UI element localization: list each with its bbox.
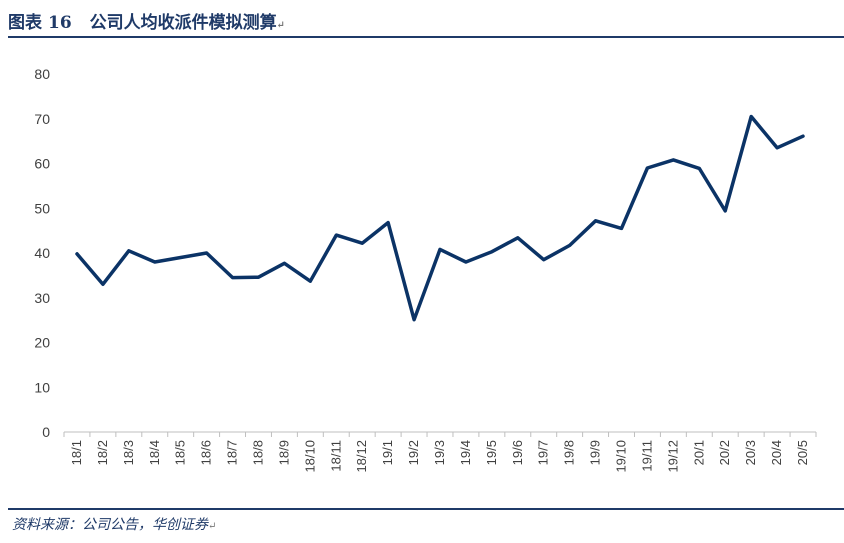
y-tick-label: 30 (34, 290, 50, 306)
y-tick-label: 60 (34, 156, 50, 172)
series-line (75, 114, 805, 322)
figure-title: 公司人均收派件模拟测算 (89, 13, 277, 33)
x-tick-label: 19/12 (665, 440, 680, 473)
x-tick-label: 19/7 (536, 440, 551, 465)
x-tick-label: 18/8 (250, 440, 265, 465)
y-tick-label: 20 (34, 335, 50, 351)
return-mark-icon: ↵ (208, 521, 217, 532)
y-tick-label: 70 (34, 111, 50, 127)
x-tick-label: 19/8 (562, 440, 577, 465)
figure-label: 图表 (8, 13, 42, 33)
x-tick-label: 18/7 (225, 440, 240, 465)
header-rule (8, 36, 844, 38)
source-text: 资料来源：公司公告，华创证券 (12, 517, 208, 533)
series-group (75, 114, 805, 322)
x-tick-label: 19/5 (484, 440, 499, 465)
x-tick-label: 19/6 (510, 440, 525, 465)
x-tick-label: 18/2 (95, 440, 110, 465)
y-tick-label: 50 (34, 200, 50, 216)
x-tick-label: 19/11 (639, 440, 654, 472)
x-tick-label: 18/10 (302, 440, 317, 473)
x-tick-label: 19/3 (432, 440, 447, 465)
y-tick-label: 40 (34, 245, 50, 261)
x-tick-label: 18/4 (147, 440, 162, 465)
x-axis: 18/1 18/2 18/3 18/4 18/5 18/6 18/7 18/8 18/9 18/1… (63, 431, 817, 473)
return-mark-icon: ↵ (276, 20, 286, 31)
x-tick-label: 18/12 (354, 440, 369, 473)
y-tick-label: 0 (42, 424, 50, 440)
x-tick-label: 20/4 (769, 440, 784, 465)
x-tick-label: 18/6 (199, 440, 214, 465)
x-tick-label: 18/1 (69, 440, 84, 465)
chart-title: 图表 16 公司人均收派件模拟测算↵ (8, 8, 285, 33)
figure-number: 16 (48, 13, 72, 33)
x-tick-label: 18/11 (328, 440, 343, 472)
y-tick-label: 10 (34, 379, 50, 395)
figure-header: 图表 16 公司人均收派件模拟测算↵ (8, 8, 844, 34)
x-tick-label: 18/5 (173, 440, 188, 465)
source-note: 资料来源：公司公告，华创证券↵ (12, 514, 216, 534)
x-tick-label: 19/9 (588, 440, 603, 465)
x-tick-label: 20/3 (743, 440, 758, 465)
x-tick-label: 19/4 (458, 440, 473, 465)
x-tick-label: 18/9 (276, 440, 291, 465)
y-tick-label: 80 (34, 66, 50, 82)
x-tick-label: 20/2 (717, 440, 732, 465)
x-tick-label: 20/1 (691, 440, 706, 465)
x-tick-label: 19/1 (380, 440, 395, 465)
x-tick-label: 18/3 (121, 440, 136, 465)
x-tick-label: 19/10 (614, 440, 629, 473)
x-tick-label: 20/5 (795, 440, 810, 465)
x-tick-label: 19/2 (406, 440, 421, 465)
footer-rule (8, 508, 844, 510)
y-axis: 0 10 20 30 40 50 60 70 80 (34, 66, 50, 440)
